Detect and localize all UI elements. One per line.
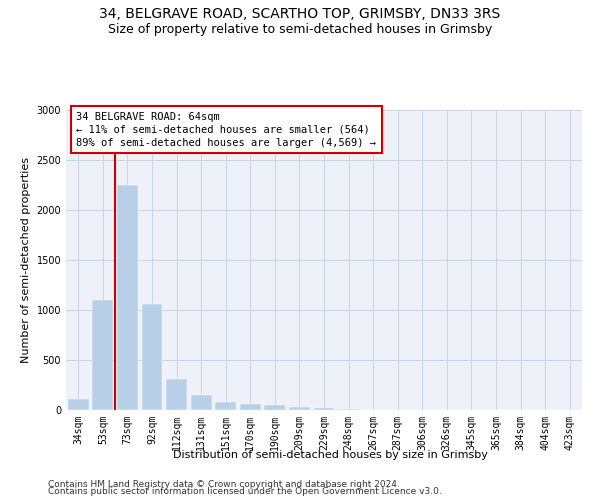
- Bar: [191, 394, 212, 410]
- Bar: [68, 399, 89, 410]
- Bar: [215, 402, 236, 410]
- Text: 34, BELGRAVE ROAD, SCARTHO TOP, GRIMSBY, DN33 3RS: 34, BELGRAVE ROAD, SCARTHO TOP, GRIMSBY,…: [100, 8, 500, 22]
- Text: Contains public sector information licensed under the Open Government Licence v3: Contains public sector information licen…: [48, 488, 442, 496]
- Bar: [240, 404, 261, 410]
- Text: Contains HM Land Registry data © Crown copyright and database right 2024.: Contains HM Land Registry data © Crown c…: [48, 480, 400, 489]
- Bar: [117, 185, 138, 410]
- Bar: [314, 408, 334, 410]
- Bar: [289, 406, 310, 410]
- Bar: [166, 379, 187, 410]
- Bar: [92, 300, 113, 410]
- Text: Size of property relative to semi-detached houses in Grimsby: Size of property relative to semi-detach…: [108, 22, 492, 36]
- Bar: [142, 304, 163, 410]
- Y-axis label: Number of semi-detached properties: Number of semi-detached properties: [21, 157, 31, 363]
- Text: 34 BELGRAVE ROAD: 64sqm
← 11% of semi-detached houses are smaller (564)
89% of s: 34 BELGRAVE ROAD: 64sqm ← 11% of semi-de…: [76, 112, 376, 148]
- Bar: [265, 404, 286, 410]
- Bar: [338, 409, 359, 410]
- Text: Distribution of semi-detached houses by size in Grimsby: Distribution of semi-detached houses by …: [173, 450, 487, 460]
